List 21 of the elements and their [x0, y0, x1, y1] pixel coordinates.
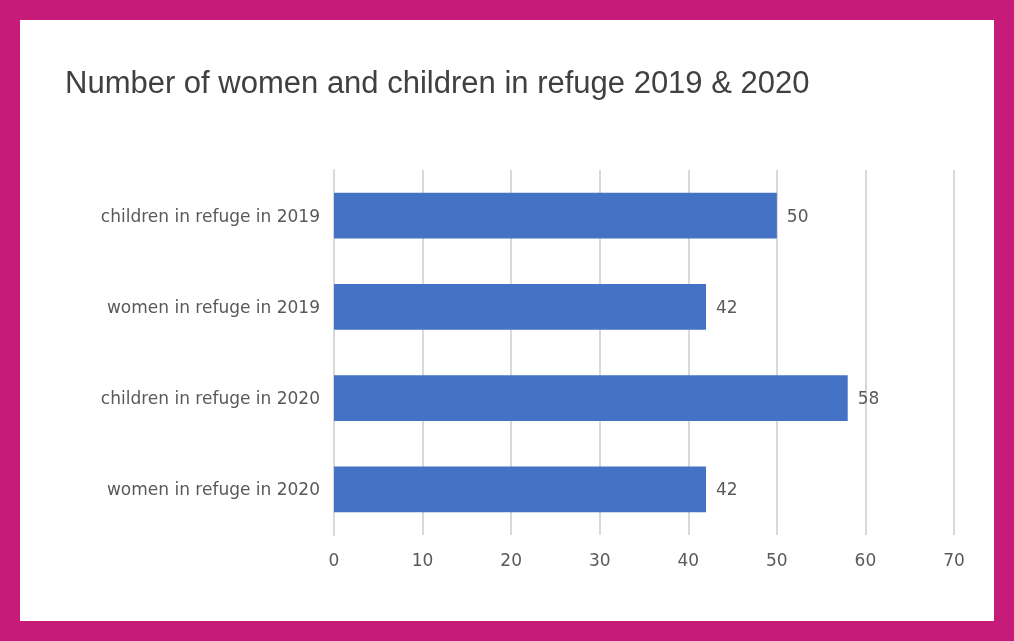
x-tick-label: 60: [854, 549, 877, 570]
data-label: 42: [716, 479, 738, 500]
x-tick-label: 70: [943, 549, 965, 570]
x-tick-label: 40: [677, 549, 700, 570]
data-label: 50: [786, 205, 809, 226]
bar: [334, 375, 848, 421]
data-label: 42: [716, 296, 738, 317]
y-tick-label: women in refuge in 2020: [106, 479, 320, 500]
y-tick-label: children in refuge in 2019: [100, 205, 320, 226]
bar: [334, 466, 706, 513]
x-tick-label: 30: [588, 549, 611, 570]
x-tick-label: 20: [500, 549, 522, 570]
x-tick-label: 10: [411, 549, 434, 570]
chart-title: Number of women and children in refuge 2019 & 2020: [65, 65, 810, 100]
data-label: 58: [857, 388, 880, 409]
y-tick-label: women in refuge in 2019: [106, 296, 320, 317]
x-tick-label: 50: [766, 549, 788, 570]
y-tick-label: children in refuge in 2020: [100, 388, 320, 409]
bar: [334, 284, 706, 330]
x-tick-label: 0: [328, 549, 340, 570]
bar: [334, 192, 777, 239]
